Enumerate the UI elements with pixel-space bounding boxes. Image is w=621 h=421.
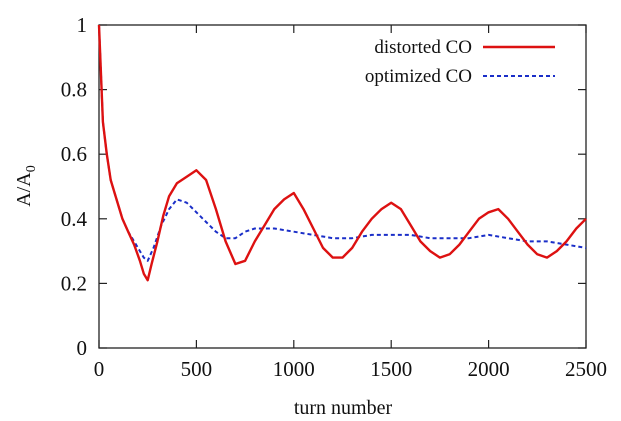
series-layer bbox=[97, 24, 587, 282]
x-tick-label: 500 bbox=[181, 357, 213, 381]
plot-area-frame bbox=[98, 24, 587, 349]
x-tick-label: 0 bbox=[94, 357, 105, 381]
legend: distorted CO optimized CO bbox=[365, 37, 555, 87]
y-axis-label-main: A/A bbox=[13, 172, 35, 207]
y-axis-label-subscript: 0 bbox=[24, 165, 39, 172]
y-tick-label: 0.4 bbox=[61, 207, 88, 231]
x-tick-label: 2500 bbox=[565, 357, 607, 381]
series-line-distorted-co bbox=[97, 24, 587, 282]
legend-label-distorted-co: distorted CO bbox=[374, 37, 472, 58]
tick-marks bbox=[98, 24, 587, 349]
x-tick-label: 1000 bbox=[273, 357, 315, 381]
x-axis-label: turn number bbox=[294, 397, 393, 419]
tick-labels: 0 500 1000 1500 2000 2500 0 0.2 0.4 0.6 0.8 1 bbox=[61, 13, 607, 381]
y-axis-label: A/A0 bbox=[13, 165, 39, 206]
y-tick-label: 0.6 bbox=[61, 142, 87, 166]
y-tick-label: 0 bbox=[77, 336, 88, 360]
y-tick-label: 1 bbox=[77, 13, 88, 37]
x-tick-label: 1500 bbox=[370, 357, 412, 381]
y-tick-label: 0.2 bbox=[61, 271, 87, 295]
y-tick-label: 0.8 bbox=[61, 78, 87, 102]
x-tick-label: 2000 bbox=[468, 357, 510, 381]
legend-label-optimized-co: optimized CO bbox=[365, 66, 472, 87]
